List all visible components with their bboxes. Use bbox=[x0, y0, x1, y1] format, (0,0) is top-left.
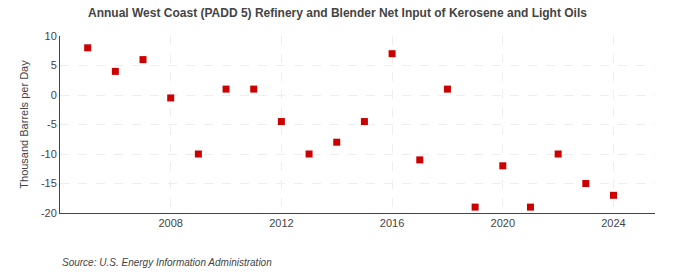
svg-text:2012: 2012 bbox=[269, 217, 293, 229]
svg-text:Annual West Coast (PADD 5) Ref: Annual West Coast (PADD 5) Refinery and … bbox=[88, 6, 587, 20]
svg-text:Thousand Barrels per Day: Thousand Barrels per Day bbox=[18, 60, 30, 189]
svg-text:-20: -20 bbox=[41, 207, 57, 219]
svg-text:-15: -15 bbox=[41, 177, 57, 189]
svg-text:-5: -5 bbox=[47, 118, 57, 130]
svg-text:-10: -10 bbox=[41, 148, 57, 160]
svg-text:10: 10 bbox=[45, 30, 57, 42]
svg-text:2024: 2024 bbox=[601, 217, 625, 229]
svg-text:2020: 2020 bbox=[491, 217, 515, 229]
svg-text:2016: 2016 bbox=[380, 217, 404, 229]
svg-text:5: 5 bbox=[51, 59, 57, 71]
svg-text:Source: U.S. Energy Informatio: Source: U.S. Energy Information Administ… bbox=[62, 257, 272, 268]
svg-text:2008: 2008 bbox=[158, 217, 182, 229]
svg-text:0: 0 bbox=[51, 89, 57, 101]
